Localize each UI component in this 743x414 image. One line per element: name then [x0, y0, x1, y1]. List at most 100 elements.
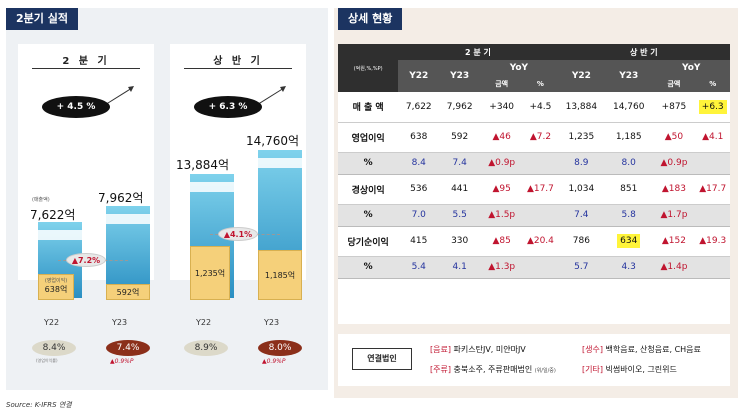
table-row: % 8.4 7.4 ▲0.9p 8.9 8.0 ▲0.9p [338, 152, 730, 175]
highlighted-cell: +6.3 [695, 92, 730, 123]
q2-y22-sales: 7,622억 [30, 208, 76, 222]
h1-y22-bar-gap [190, 182, 234, 192]
legend-item-water: [생수] 백학음료, 산청음료, CH음료 [582, 344, 701, 355]
q2-growth-badge: + 4.5 % [42, 96, 110, 118]
table-cell: ▲19.3 [695, 226, 730, 257]
table-cell [523, 204, 558, 227]
legend-note: (위/일/중) [534, 368, 556, 374]
table-cell: 592 [439, 122, 481, 153]
h1-y22-margin-badge: 8.9% [184, 340, 228, 356]
legend-text: 충북소주, 주류판매법인 [453, 365, 533, 374]
h1-y23-margin-badge: 8.0% [258, 340, 302, 356]
q2-amount-header: 금액 [480, 76, 524, 92]
unit-header: (억원,%,%P) [338, 44, 399, 92]
q2-pct-header: % [523, 76, 558, 92]
table-cell: ▲0.9p [652, 152, 696, 175]
q2-card-title: 2 분 기 [62, 56, 110, 67]
table-cell: 536 [398, 174, 440, 205]
table-cell: 1,235 [557, 122, 606, 153]
table-cell: 330 [439, 226, 481, 257]
q2-y23-label: Y23 [112, 318, 128, 327]
detail-table: (억원,%,%P) 2 분 기 상 반 기 Y22 Y23 YoY Y22 Y2… [338, 44, 730, 279]
table-cell: ▲46 [480, 122, 524, 153]
table-cell [695, 152, 730, 175]
q2-card: 2 분 기 + 4.5 % (매출액) 7,622억 7,962억 (영업이익)… [18, 44, 154, 300]
h1-y23-header: Y23 [605, 60, 653, 92]
table-cell: ▲7.2 [523, 122, 558, 153]
table-cell: 13,884 [557, 92, 606, 123]
subsidiaries-badge: 연결법인 [352, 348, 412, 370]
table-cell: 5.8 [605, 204, 653, 227]
detail-header: 상세 현황 [338, 8, 403, 30]
table-cell: 1,034 [557, 174, 606, 205]
table-row: % 5.4 4.1 ▲1.3p 5.7 4.3 ▲1.4p [338, 256, 730, 279]
legend-text: 파키스탄JV, 미얀마JV [453, 345, 526, 354]
table-cell: 7,622 [398, 92, 440, 123]
table-cell: ▲20.4 [523, 226, 558, 257]
table-cell: ▲183 [652, 174, 696, 205]
table-cell: 415 [398, 226, 440, 257]
h1-card-title: 상 반 기 [213, 56, 263, 67]
table-cell: +875 [652, 92, 696, 123]
h1-y23-sales: 14,760억 [246, 134, 300, 148]
q2-op-caption: (영업이익) [44, 278, 68, 284]
row-label-ord-pct: % [338, 204, 399, 227]
table-cell: +4.5 [523, 92, 558, 123]
q2-group-header: 2 분 기 [398, 44, 558, 60]
table-cell: ▲50 [652, 122, 696, 153]
q2-sales-caption: (매출액) [32, 197, 50, 203]
highlight-mark: 634 [617, 234, 641, 248]
table-cell: 7.0 [398, 204, 440, 227]
table-cell: 7.4 [439, 152, 481, 175]
detail-table-wrap: (억원,%,%P) 2 분 기 상 반 기 Y22 Y23 YoY Y22 Y2… [338, 44, 730, 324]
q2-y23-margin-change: ▲0.9%P [110, 358, 134, 365]
h1-y23-op: 1,185억 [264, 271, 296, 280]
table-cell [523, 256, 558, 279]
q2-y23-op: 592억 [116, 288, 140, 297]
q2-y22-op: 638억 [44, 285, 68, 294]
h1-y22-label: Y22 [196, 318, 212, 327]
table-cell [695, 204, 730, 227]
table-cell [523, 152, 558, 175]
legend-tag: [생수] [582, 345, 603, 354]
table-cell: ▲4.1 [695, 122, 730, 153]
legend-text: 빅썸바이오, 그린위드 [605, 365, 677, 374]
q2-y23-margin-badge: 7.4% [106, 340, 150, 356]
h1-y23-label: Y23 [264, 318, 280, 327]
table-row: 매 출 액 7,622 7,962 +340 +4.5 13,884 14,76… [338, 92, 730, 123]
h1-pct-header: % [695, 76, 730, 92]
table-cell: ▲0.9p [480, 152, 524, 175]
table-cell: 14,760 [605, 92, 653, 123]
source-note: Source: K-IFRS 연결 [6, 401, 72, 409]
table-row: 경상이익 536 441 ▲95 ▲17.7 1,034 851 ▲183 ▲1… [338, 174, 730, 205]
h1-y22-op: 1,235억 [194, 269, 226, 278]
h1-y23-op-box: 1,185억 [258, 250, 302, 300]
subsidiaries-legend: 연결법인 [음료] 파키스탄JV, 미얀마JV [생수] 백학음료, 산청음료,… [338, 334, 730, 386]
table-cell: 5.5 [439, 204, 481, 227]
legend-tag: [기타] [582, 365, 603, 374]
table-cell: ▲1.7p [652, 204, 696, 227]
summary-header: 2분기 실적 [6, 8, 78, 30]
table-cell: ▲1.5p [480, 204, 524, 227]
summary-panel: 2분기 실적 2 분 기 + 4.5 % (매출액) 7,622억 7,962억… [6, 8, 328, 390]
h1-title-underline [184, 68, 292, 69]
table-cell: 7.4 [557, 204, 606, 227]
legend-tag: [음료] [430, 345, 451, 354]
q2-y22-bar-gap [38, 230, 82, 240]
h1-card: 상 반 기 + 6.3 % 13,884억 14,760억 1,235억 1,1… [170, 44, 306, 300]
q2-op-change-badge: ▲7.2% [66, 253, 106, 267]
table-row: 당기순이익 415 330 ▲85 ▲20.4 786 634 ▲152 ▲19… [338, 226, 730, 257]
h1-yoy-header: YoY [652, 60, 730, 76]
h1-y22-op-box: 1,235억 [190, 246, 230, 300]
q2-y23-sales: 7,962억 [98, 191, 144, 205]
highlight-mark: +6.3 [698, 99, 727, 114]
row-label-ord: 경상이익 [338, 174, 399, 205]
table-cell: 441 [439, 174, 481, 205]
table-cell: +340 [480, 92, 524, 123]
table-cell [695, 256, 730, 279]
table-cell: ▲1.4p [652, 256, 696, 279]
table-cell: 5.4 [398, 256, 440, 279]
q2-y23-bar-gap [106, 214, 150, 224]
table-cell: 8.0 [605, 152, 653, 175]
row-label-net-pct: % [338, 256, 399, 279]
